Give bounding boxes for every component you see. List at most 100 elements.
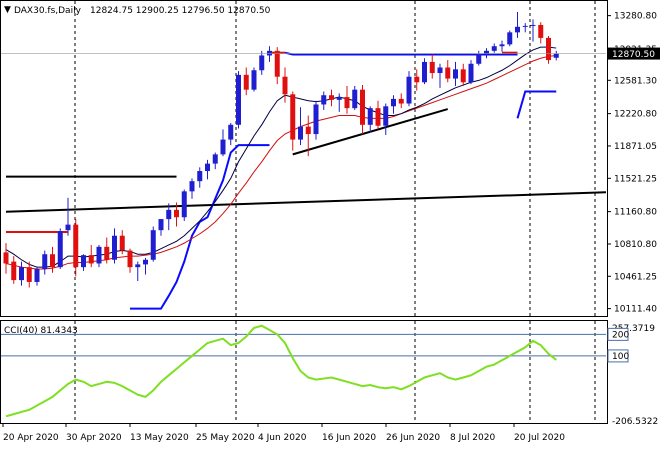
time-tick-label-2: 13 May 2020 xyxy=(130,433,189,443)
candle-27 xyxy=(212,152,218,170)
cci-level-box-2 xyxy=(607,349,629,363)
candle-12 xyxy=(96,244,102,268)
candle-29 xyxy=(228,122,234,146)
candle-body-71 xyxy=(553,53,559,58)
candle-3 xyxy=(26,261,32,288)
candle-body-23 xyxy=(181,191,187,218)
candle-body-39 xyxy=(305,126,311,135)
candle-body-45 xyxy=(352,89,358,109)
candle-55 xyxy=(429,54,435,79)
price-tick-label-0: 13280.80 xyxy=(614,12,657,22)
candle-62 xyxy=(484,48,489,59)
ohlc-label: 12824.75 12900.25 12796.50 12870.50 xyxy=(90,6,271,16)
candle-body-48 xyxy=(375,108,381,126)
candle-70 xyxy=(546,36,551,64)
time-tick-label-5: 16 Jun 2020 xyxy=(322,433,376,443)
price-tick-label-4: 11871.05 xyxy=(614,142,657,152)
candle-59 xyxy=(460,63,466,86)
candles-layer xyxy=(1,12,606,288)
candle-41 xyxy=(321,91,327,111)
candle-1 xyxy=(11,256,17,284)
chart-arrow-icon[interactable]: ▼ xyxy=(4,5,11,15)
price-tick-label-2: 12581.30 xyxy=(614,76,657,86)
candle-body-67 xyxy=(522,25,528,27)
candle-26 xyxy=(205,159,210,180)
cci-line xyxy=(5,324,557,418)
candle-31 xyxy=(243,67,249,96)
candle-body-64 xyxy=(499,44,505,47)
trend-line-long-uptrend-black xyxy=(5,191,607,213)
candle-body-65 xyxy=(507,32,513,45)
candle-47 xyxy=(367,106,373,133)
blue-indicator-segment-2 xyxy=(516,90,557,119)
candle-58 xyxy=(453,61,458,86)
candle-38 xyxy=(298,107,303,146)
candle-25 xyxy=(197,167,203,188)
candle-body-66 xyxy=(515,26,520,33)
time-tick-label-0: 20 Apr 2020 xyxy=(3,433,59,443)
candle-body-10 xyxy=(81,255,86,268)
candle-60 xyxy=(468,60,474,85)
candle-63 xyxy=(491,43,497,53)
candle-44 xyxy=(344,85,350,114)
candle-40 xyxy=(313,100,319,140)
candle-67 xyxy=(522,23,528,33)
candle-64 xyxy=(499,40,505,52)
candle-body-37 xyxy=(290,94,296,140)
candle-30 xyxy=(236,71,241,129)
candle-body-33 xyxy=(259,55,265,71)
candle-16 xyxy=(127,248,133,273)
candle-body-25 xyxy=(197,171,203,182)
candle-body-27 xyxy=(212,154,218,164)
candle-13 xyxy=(104,237,110,264)
candle-50 xyxy=(391,95,396,114)
candle-20 xyxy=(158,219,164,236)
candle-body-14 xyxy=(112,235,117,260)
candle-body-60 xyxy=(468,63,474,83)
candle-53 xyxy=(414,69,420,91)
price-tick-label-7: 10810.80 xyxy=(614,240,657,250)
candle-body-19 xyxy=(150,230,156,260)
candle-body-8 xyxy=(65,224,71,231)
candle-28 xyxy=(220,129,226,157)
candle-15 xyxy=(119,230,125,255)
candle-body-24 xyxy=(189,181,195,192)
candle-body-32 xyxy=(251,70,257,90)
candle-body-2 xyxy=(19,267,24,281)
candle-57 xyxy=(445,60,451,83)
candle-7 xyxy=(57,228,63,270)
candle-body-17 xyxy=(135,264,141,268)
candle-52 xyxy=(406,71,412,107)
candle-4 xyxy=(34,267,40,286)
candle-54 xyxy=(422,58,427,85)
candle-body-59 xyxy=(460,69,466,83)
candle-body-0 xyxy=(3,252,9,264)
candle-10 xyxy=(81,254,86,271)
candle-body-29 xyxy=(228,124,234,140)
candle-body-58 xyxy=(453,69,458,79)
candle-body-57 xyxy=(445,67,451,79)
candle-body-5 xyxy=(42,254,48,270)
candle-body-28 xyxy=(220,139,226,155)
candle-2 xyxy=(19,261,24,286)
candle-8 xyxy=(65,197,71,236)
candle-body-31 xyxy=(243,74,249,90)
candle-22 xyxy=(174,202,179,227)
candle-body-26 xyxy=(205,163,210,172)
candle-65 xyxy=(507,30,513,47)
price-tick-label-5: 11521.25 xyxy=(614,174,657,184)
candle-36 xyxy=(282,67,288,103)
price-tick-label-9: 10111.40 xyxy=(614,305,657,315)
candle-body-62 xyxy=(484,50,489,54)
candle-body-70 xyxy=(546,37,551,61)
cci-tick-label-3: -206.5322 xyxy=(612,417,658,427)
current-price-label: 12870.50 xyxy=(612,50,655,60)
candle-body-11 xyxy=(88,255,94,264)
candle-body-12 xyxy=(96,246,102,264)
candle-66 xyxy=(515,12,520,38)
cci-tick-label-1: 200 xyxy=(612,330,629,340)
candle-0 xyxy=(3,243,9,274)
candle-body-69 xyxy=(538,24,544,38)
